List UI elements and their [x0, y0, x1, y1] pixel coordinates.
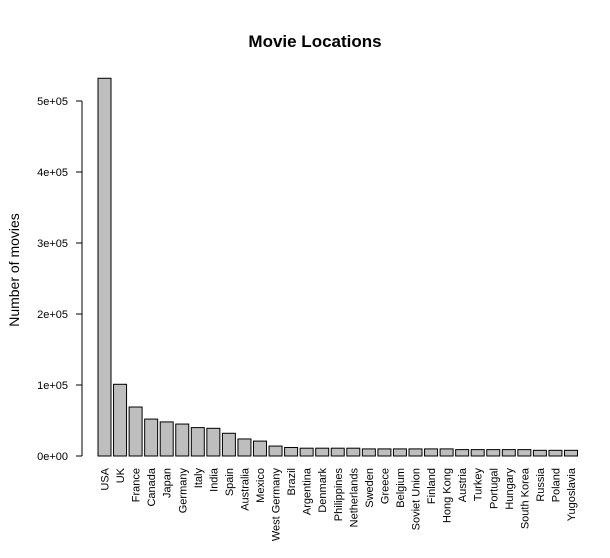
bar-canada [144, 418, 159, 457]
bar-greece [377, 448, 392, 457]
x-tick-label: Sweden [364, 468, 376, 508]
x-tick-label: Hong Kong [442, 468, 454, 523]
bar-poland [548, 449, 563, 457]
x-tick-label: Spain [224, 468, 236, 496]
y-axis: 0e+00 1e+05 2e+05 3e+05 4e+05 5e+05 [37, 96, 83, 463]
x-tick-label: Netherlands [348, 468, 360, 528]
bar-spain [221, 432, 236, 457]
bar-austria [455, 449, 470, 457]
x-tick-label: Russia [535, 467, 547, 502]
bar-finland [424, 448, 439, 457]
bar-west-germany [268, 445, 283, 457]
x-tick-label: Germany [177, 468, 189, 514]
bar-usa [97, 77, 112, 457]
bar-netherlands [346, 447, 361, 457]
x-axis-labels: USA UK France Canada Japan Germany Italy India S… [100, 467, 579, 541]
x-tick-label: Portugal [488, 468, 500, 509]
x-tick-label: Soviet Union [411, 468, 423, 530]
bar-japan [159, 421, 174, 457]
bar-argentina [299, 447, 314, 457]
bar-mexico [253, 440, 267, 457]
x-tick-label: Denmark [317, 468, 329, 513]
x-tick-label: Poland [550, 468, 562, 502]
bar-russia [532, 449, 547, 457]
x-tick-label: Argentina [302, 467, 314, 515]
x-tick-label: West Germany [271, 468, 283, 542]
x-tick-label: Hungary [504, 468, 516, 510]
x-tick-label: Mexico [255, 468, 267, 503]
bars [97, 77, 578, 457]
bar-sweden [361, 448, 376, 457]
x-tick-label: Turkey [473, 468, 485, 502]
x-tick-label: India [208, 467, 220, 492]
x-tick-label: Belgium [395, 468, 407, 508]
x-tick-label: Brazil [286, 468, 298, 496]
bar-denmark [315, 447, 330, 457]
y-tick-label: 3e+05 [37, 238, 68, 250]
x-tick-label: UK [115, 467, 127, 483]
bar-australia [237, 438, 252, 457]
bar-italy [190, 427, 205, 457]
bar-germany [175, 423, 190, 457]
x-tick-label: Italy [193, 468, 205, 489]
x-tick-label: Yugoslavia [566, 467, 578, 521]
x-tick-label: Japan [162, 468, 174, 498]
bar-philippines [330, 447, 345, 457]
bar-france [128, 406, 143, 457]
chart-title: Movie Locations [248, 32, 381, 51]
bar-brazil [284, 446, 299, 457]
x-tick-label: South Korea [519, 467, 531, 529]
bar-turkey [470, 449, 485, 457]
bar-portugal [486, 449, 501, 457]
bar-soviet-union [408, 448, 423, 457]
bar-uk [113, 383, 128, 457]
bar-belgium [392, 448, 407, 457]
y-tick-label: 0e+00 [37, 451, 68, 463]
x-tick-label: Austria [457, 467, 469, 502]
y-tick-label: 1e+05 [37, 380, 68, 392]
bar-hong-kong [439, 448, 454, 457]
x-tick-label: Finland [426, 468, 438, 504]
y-tick-label: 4e+05 [37, 167, 68, 179]
y-axis-label: Number of movies [6, 213, 22, 327]
bar-india [206, 427, 221, 457]
bar-yugoslavia [564, 449, 578, 457]
x-tick-label: USA [100, 467, 112, 490]
bar-hungary [501, 449, 516, 457]
x-tick-label: Canada [146, 467, 158, 506]
bar-south-korea [517, 449, 532, 457]
y-tick-label: 2e+05 [37, 309, 68, 321]
x-tick-label: Greece [379, 468, 391, 504]
y-tick-label: 5e+05 [37, 96, 68, 108]
x-tick-label: Philippines [333, 468, 345, 522]
x-tick-label: Australia [239, 467, 251, 511]
x-tick-label: France [131, 468, 143, 502]
